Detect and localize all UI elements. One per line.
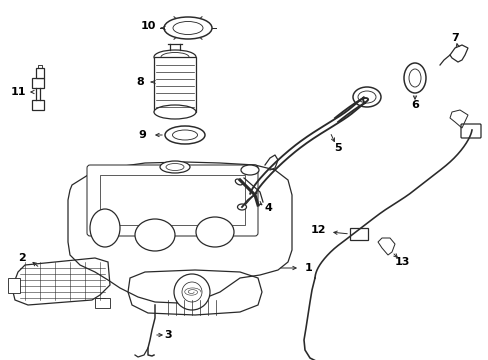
Text: 1: 1	[305, 263, 312, 273]
Bar	[32, 100, 44, 110]
Text: 11: 11	[10, 87, 26, 97]
Circle shape	[182, 282, 202, 302]
Text: 5: 5	[333, 143, 341, 153]
Text: 10: 10	[140, 21, 155, 31]
Bar	[95, 298, 110, 308]
Bar	[154, 57, 196, 112]
Ellipse shape	[408, 69, 420, 87]
Bar	[8, 278, 20, 293]
Bar	[100, 175, 244, 225]
Ellipse shape	[154, 105, 196, 119]
Circle shape	[174, 274, 209, 310]
Text: 12: 12	[309, 225, 325, 235]
Text: 8: 8	[136, 77, 143, 87]
Text: 4: 4	[264, 203, 271, 213]
Ellipse shape	[163, 17, 212, 39]
Text: 7: 7	[450, 33, 458, 43]
Ellipse shape	[173, 22, 203, 35]
Ellipse shape	[165, 163, 183, 171]
Ellipse shape	[135, 219, 175, 251]
Ellipse shape	[160, 161, 190, 173]
Text: 2: 2	[18, 253, 26, 263]
FancyBboxPatch shape	[87, 165, 258, 236]
Text: 13: 13	[393, 257, 409, 267]
Ellipse shape	[90, 209, 120, 247]
Ellipse shape	[352, 87, 380, 107]
FancyBboxPatch shape	[460, 124, 480, 138]
Ellipse shape	[196, 217, 234, 247]
Ellipse shape	[403, 63, 425, 93]
Ellipse shape	[164, 126, 204, 144]
Ellipse shape	[235, 179, 242, 185]
Bar	[349, 228, 367, 240]
Text: 6: 6	[410, 100, 418, 110]
Ellipse shape	[154, 50, 196, 64]
Ellipse shape	[172, 130, 197, 140]
Text: 3: 3	[164, 330, 171, 340]
Ellipse shape	[241, 165, 259, 175]
Ellipse shape	[357, 91, 375, 103]
Text: 9: 9	[138, 130, 145, 140]
Bar	[32, 78, 44, 88]
Ellipse shape	[237, 204, 246, 210]
Bar	[36, 68, 44, 78]
Ellipse shape	[161, 53, 189, 62]
